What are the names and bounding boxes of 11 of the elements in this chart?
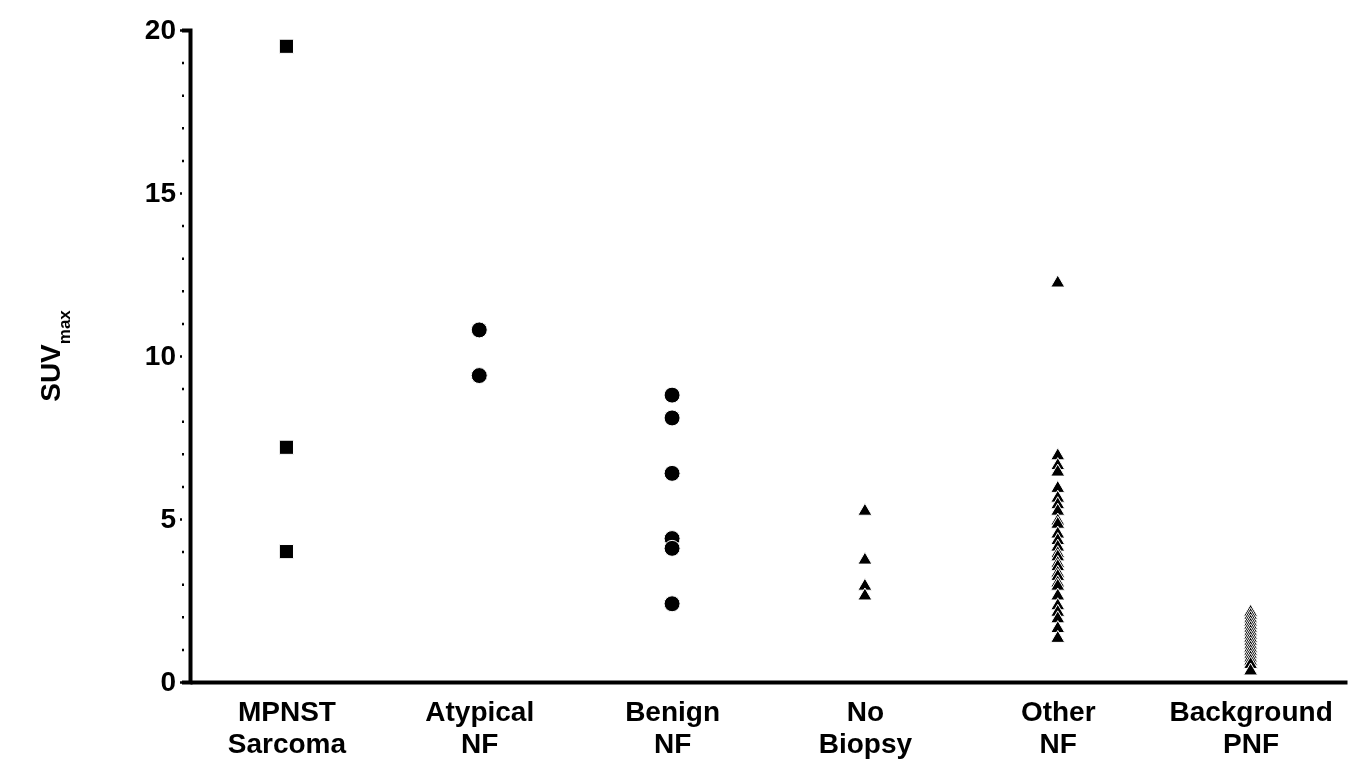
y-tick-label: 15 <box>144 177 176 209</box>
x-tick-label: Benign NF <box>625 696 721 760</box>
x-tick-label: Background PNF <box>1169 696 1333 760</box>
y-tick-label: 5 <box>160 503 176 535</box>
x-tick-label: Atypical NF <box>425 696 535 760</box>
y-tick-label: 20 <box>144 14 176 46</box>
x-tick-label: Other NF <box>1020 696 1096 760</box>
y-tick-label: 0 <box>160 666 176 698</box>
x-tick-label: MPNST Sarcoma <box>227 696 347 760</box>
x-tick-label: No Biopsy <box>818 696 913 760</box>
y-tick-label: 10 <box>144 340 176 372</box>
